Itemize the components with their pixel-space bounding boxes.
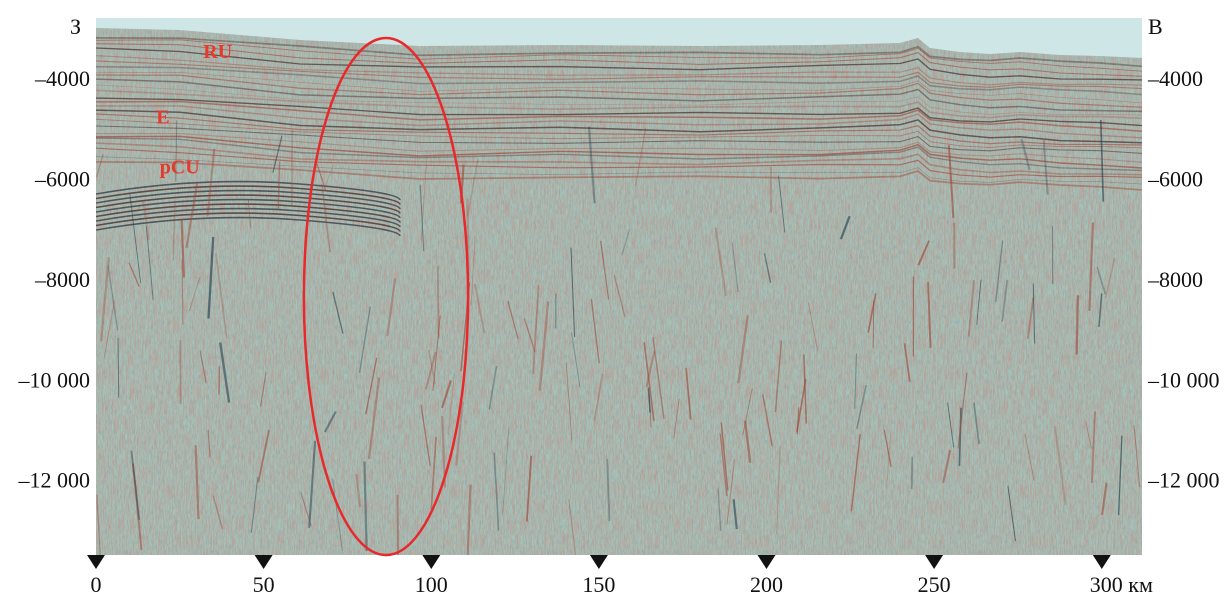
horizon-label-e: E [156,106,169,128]
distance-tick-label: 250 [918,572,951,597]
reflector-lines [96,37,1142,237]
direction-label-west: З [70,14,81,39]
diffraction-streaks [96,120,1141,555]
distance-axis: 0 50 100 150 200 250 300 км [87,555,1153,597]
distance-marker [87,555,105,569]
depth-axis-left: –4000 –6000 –8000 –10 000 –12 000 [18,66,91,493]
section-noise-secondary [96,18,1142,555]
depth-tick-left: –12 000 [18,468,91,493]
distance-tick-label: 300 км [1090,572,1153,597]
seismic-section [96,18,1142,555]
highlight-ellipse [302,36,470,557]
distance-tick-label: 200 [750,572,783,597]
distance-tick-label: 0 [91,572,102,597]
direction-label-east: В [1148,14,1163,39]
distance-marker [422,555,441,569]
horizon-label-ru: RU [203,41,232,63]
depth-tick-right: –8000 [1147,267,1203,292]
depth-tick-right: –12 000 [1147,468,1220,493]
sea-water-area [96,18,1142,58]
depth-tick-right: –10 000 [1147,367,1220,392]
depth-tick-right: –6000 [1147,167,1203,192]
depth-tick-left: –4000 [34,66,90,91]
depth-tick-left: –10 000 [18,367,91,392]
depth-axis-right: –4000 –6000 –8000 –10 000 –12 000 [1147,66,1220,493]
distance-tick-label: 100 [415,572,448,597]
distance-marker [925,555,944,569]
depth-tick-left: –6000 [34,167,90,192]
distance-marker [589,555,608,569]
depth-tick-left: –8000 [34,267,90,292]
distance-tick-label: 150 [582,572,615,597]
distance-marker [1092,555,1111,569]
horizon-label-pcu: pCU [160,157,200,179]
distance-marker [254,555,273,569]
distance-marker [757,555,776,569]
distance-tick-label: 50 [253,572,275,597]
depth-tick-right: –4000 [1147,66,1203,91]
